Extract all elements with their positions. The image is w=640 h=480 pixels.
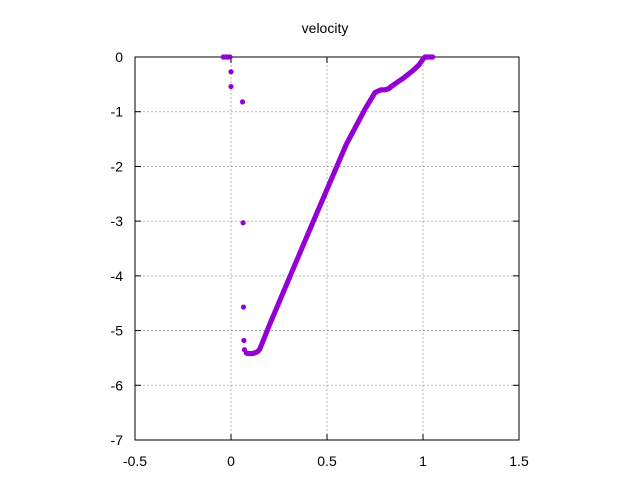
y-tick-label: -5 (111, 323, 124, 339)
data-point (430, 54, 436, 60)
y-tick-label: -6 (111, 377, 124, 393)
tick-layer: -0.5 0 0.5 1 1.5 0 -1 -2 -3 -4 -5 -6 -7 (111, 49, 529, 469)
y-tick-label: -3 (111, 213, 124, 229)
y-tick-label: -7 (111, 432, 124, 448)
data-point (240, 304, 247, 310)
data-point (241, 337, 247, 344)
data-point (240, 220, 246, 226)
data-point (228, 83, 234, 90)
data-point (228, 69, 234, 75)
data-point (239, 99, 246, 105)
chart-title: velocity (302, 20, 349, 36)
x-tick-label: 0.5 (317, 453, 337, 469)
grid-layer (135, 57, 519, 440)
y-tick-label: -1 (111, 104, 124, 120)
x-tick-label: 1 (419, 453, 427, 469)
y-tick-label: -4 (111, 268, 124, 284)
y-tick-label: -2 (111, 158, 124, 174)
x-tick-label: -0.5 (123, 453, 147, 469)
x-tick-label: 1.5 (509, 453, 529, 469)
y-tick-label: 0 (115, 49, 123, 65)
data-point (227, 54, 233, 60)
x-tick-label: 0 (227, 453, 235, 469)
points-layer (220, 54, 436, 357)
